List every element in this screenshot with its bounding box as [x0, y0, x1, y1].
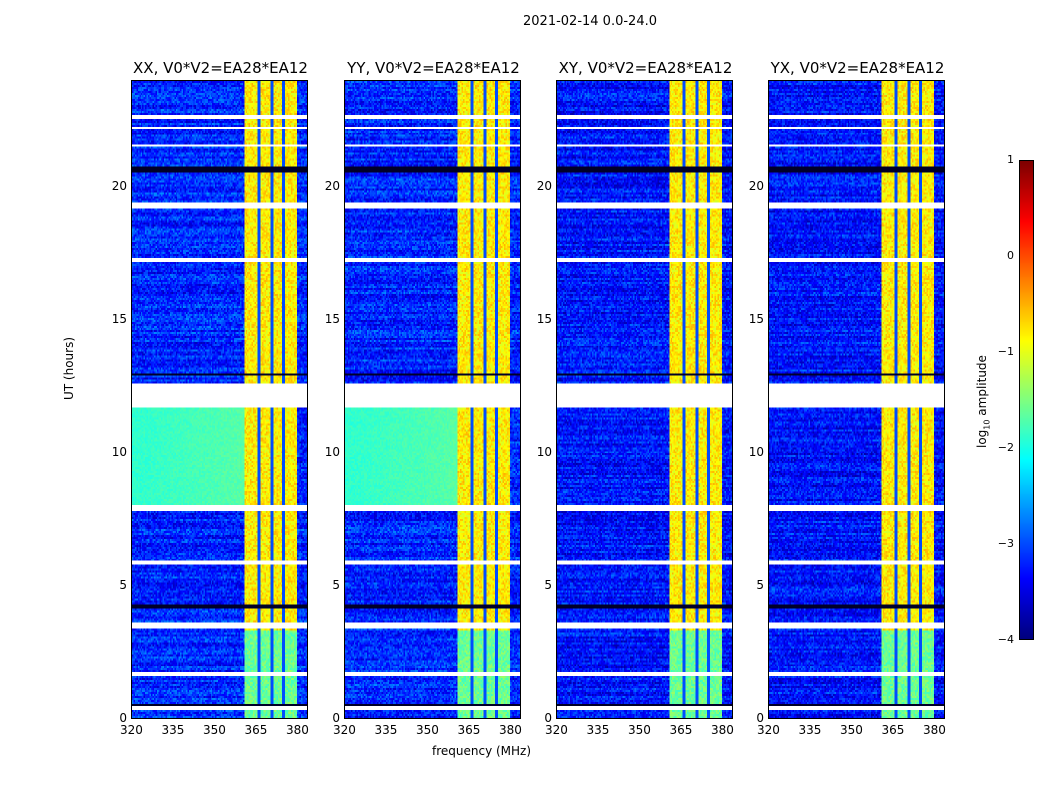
y-tick-label: 15: [324, 311, 340, 326]
colorbar-tick-label: −1: [997, 345, 1014, 358]
heatmap-canvas: [345, 81, 520, 718]
heatmap-canvas: [132, 81, 307, 718]
x-tick-label: 380: [710, 723, 734, 737]
heatmap-canvas: [769, 81, 944, 718]
panel-3: YX, V0*V2=EA28*EA12: [768, 59, 945, 719]
colorbar-tick-label: 0: [1007, 249, 1014, 262]
y-tick-label: 10: [111, 444, 127, 459]
y-tick-label: 5: [119, 577, 127, 592]
panel-title: XY, V0*V2=EA28*EA12: [558, 59, 733, 77]
y-tick-label: 15: [111, 311, 127, 326]
y-tick-label: 0: [119, 711, 127, 725]
y-tick-label: 20: [748, 178, 764, 193]
x-tick-label: 335: [586, 723, 610, 737]
x-tick-label: 335: [798, 723, 822, 737]
x-tick-label: 365: [457, 723, 481, 737]
x-axis-label: frequency (MHz): [432, 744, 532, 758]
y-tick-label: 5: [756, 577, 764, 592]
y-tick-label: 10: [536, 444, 552, 459]
y-tick-label: 0: [544, 711, 552, 725]
x-tick-label: 350: [415, 723, 439, 737]
panel-2: XY, V0*V2=EA28*EA12: [556, 59, 733, 719]
panel-title: YX, V0*V2=EA28*EA12: [770, 59, 945, 77]
y-tick-label: 20: [111, 178, 127, 193]
y-tick-label: 0: [332, 711, 340, 725]
figure-title: 2021-02-14 0.0-24.0: [523, 14, 657, 29]
x-tick-label: 380: [498, 723, 522, 737]
colorbar-tick-label: 1: [1007, 153, 1014, 166]
colorbar-tick-label: −2: [997, 441, 1014, 454]
x-tick-label: 320: [120, 723, 143, 737]
colorbar-tick-label: −4: [997, 633, 1014, 646]
panel-1: YY, V0*V2=EA28*EA12: [344, 59, 521, 719]
y-tick-label: 15: [536, 311, 552, 326]
x-tick-label: 365: [244, 723, 268, 737]
y-tick-label: 15: [748, 311, 764, 326]
x-tick-label: 365: [669, 723, 693, 737]
y-tick-label: 10: [748, 444, 764, 459]
colorbar-label: log10 amplitude: [975, 355, 992, 448]
colorbar: [1019, 160, 1034, 640]
x-tick-label: 320: [545, 723, 568, 737]
x-tick-label: 350: [839, 723, 863, 737]
x-tick-label: 320: [333, 723, 356, 737]
x-tick-label: 320: [757, 723, 780, 737]
x-tick-label: 350: [202, 723, 226, 737]
x-tick-label: 350: [627, 723, 651, 737]
y-tick-label: 5: [332, 577, 340, 592]
x-tick-label: 365: [881, 723, 905, 737]
colorbar-gradient: [1020, 161, 1033, 639]
y-tick-label: 0: [756, 711, 764, 725]
y-tick-label: 10: [324, 444, 340, 459]
x-tick-label: 335: [161, 723, 185, 737]
panel-title: YY, V0*V2=EA28*EA12: [347, 59, 520, 77]
x-tick-label: 335: [374, 723, 398, 737]
x-tick-label: 380: [285, 723, 309, 737]
heatmap-canvas: [557, 81, 732, 718]
x-tick-label: 380: [922, 723, 946, 737]
y-tick-label: 5: [544, 577, 552, 592]
panel-0: XX, V0*V2=EA28*EA12: [131, 59, 308, 719]
panel-title: XX, V0*V2=EA28*EA12: [133, 59, 308, 77]
y-tick-label: 20: [536, 178, 552, 193]
y-tick-label: 20: [324, 178, 340, 193]
y-axis-label: UT (hours): [62, 336, 76, 400]
colorbar-tick-label: −3: [997, 537, 1014, 550]
